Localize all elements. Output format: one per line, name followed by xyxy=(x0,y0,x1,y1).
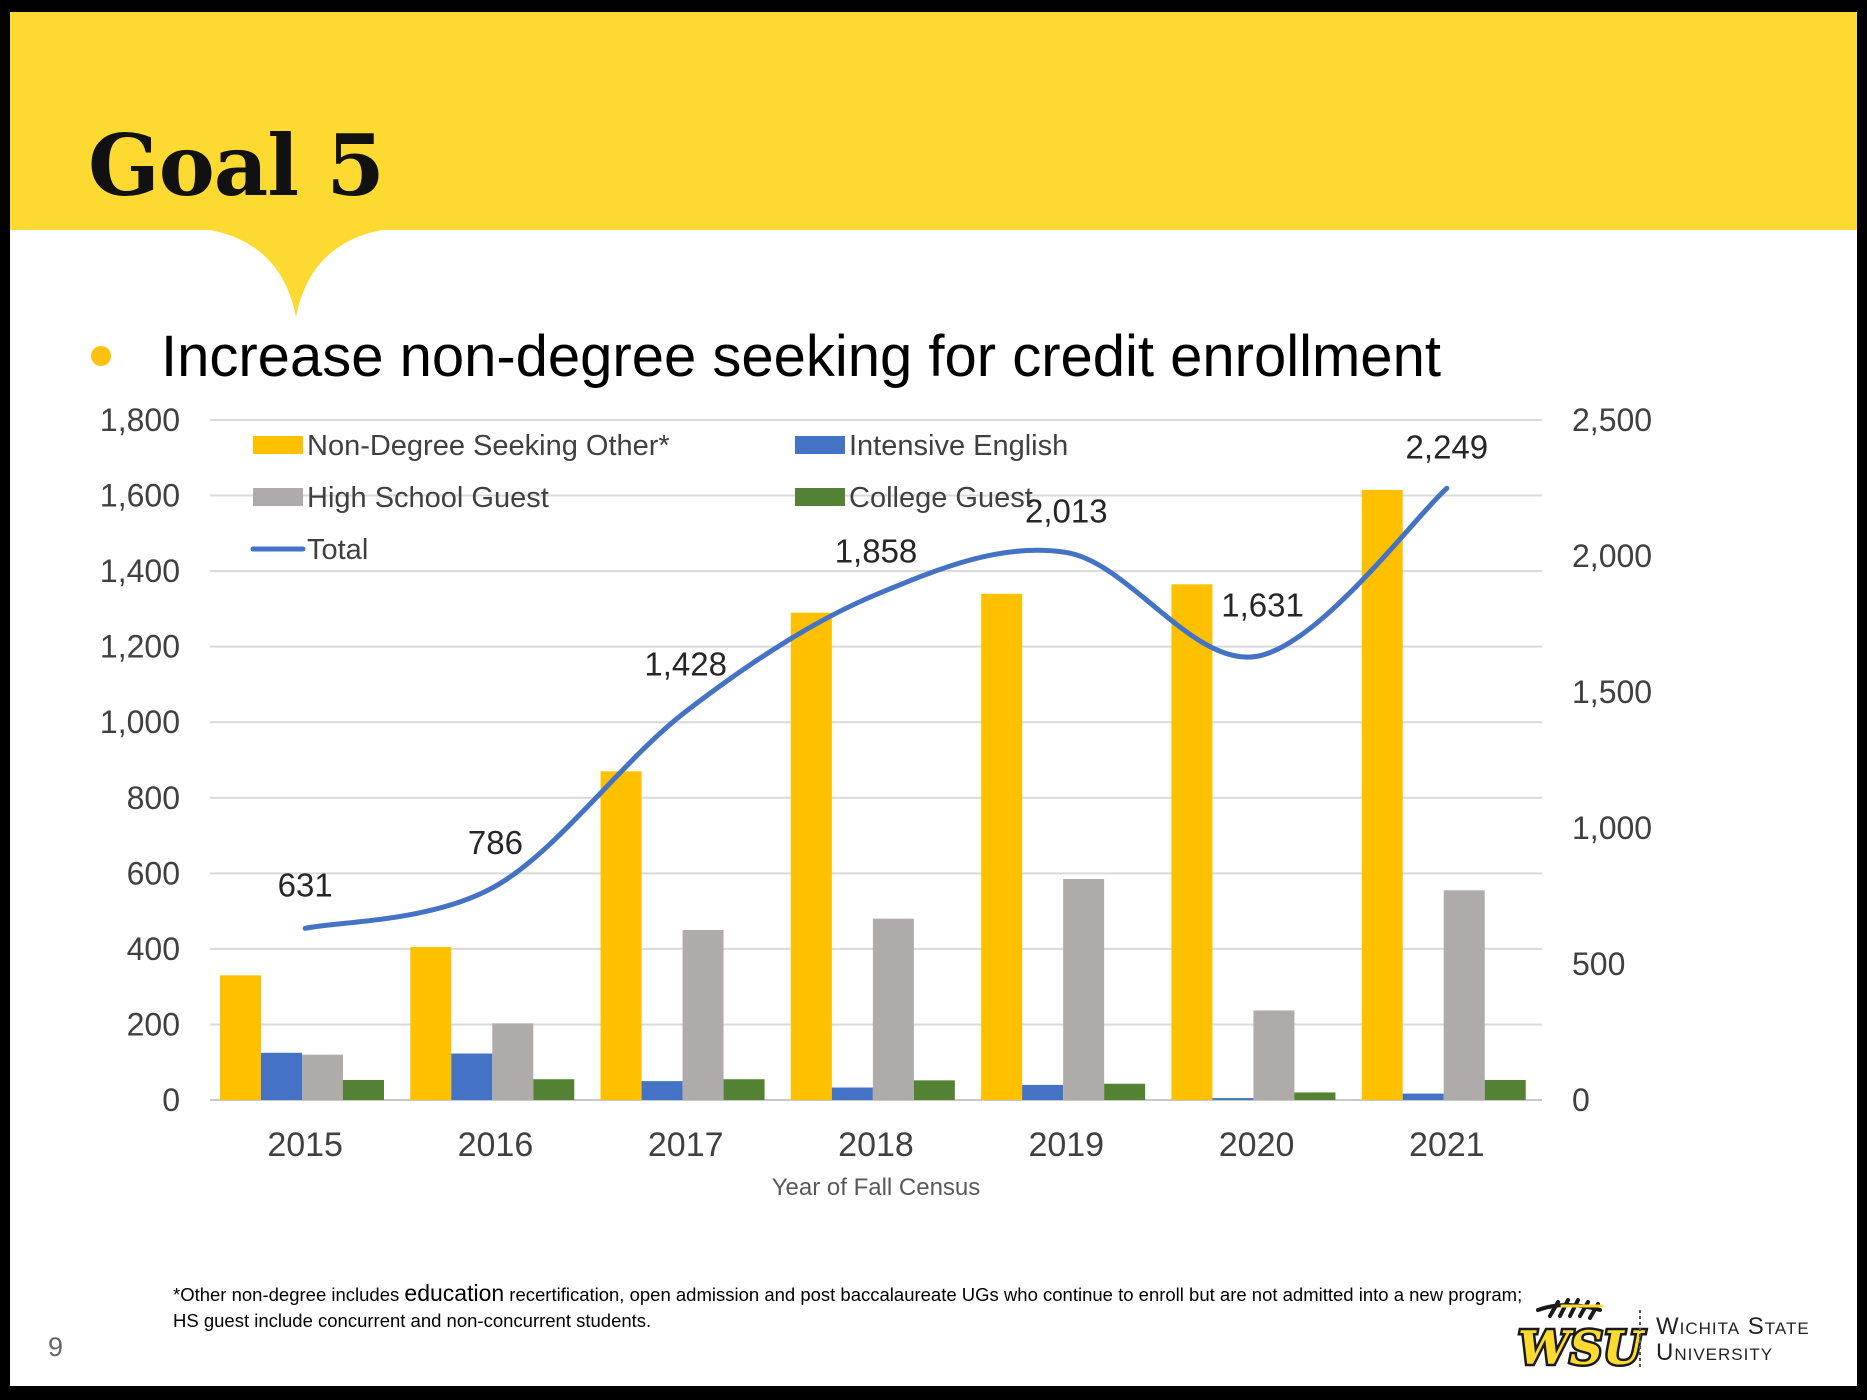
bar-high-school-guest xyxy=(1253,1010,1295,1100)
x-tick-label: 2019 xyxy=(1028,1126,1104,1164)
legend-swatch-college-guest xyxy=(795,488,845,506)
legend-label-high-school-guest: High School Guest xyxy=(307,482,549,514)
legend-swatch-non-degree-seeking-other xyxy=(253,436,303,454)
slide: Goal 5 Increase non-degree seeking for c… xyxy=(10,12,1857,1386)
header-band xyxy=(10,12,1857,230)
y2-tick-label: 1,500 xyxy=(1572,674,1652,710)
total-data-label: 1,428 xyxy=(644,646,727,683)
legend-label-college-guest: College Guest xyxy=(849,482,1033,514)
footnote-text-part1: *Other non-degree includes xyxy=(173,1284,405,1305)
bar-high-school-guest xyxy=(682,930,724,1100)
y2-tick-label: 1,000 xyxy=(1572,810,1652,846)
legend-label-intensive-english: Intensive English xyxy=(849,430,1068,462)
bar-high-school-guest xyxy=(872,918,914,1100)
total-line xyxy=(302,485,1450,931)
legend-label-total: Total xyxy=(307,534,368,566)
bar-intensive-english xyxy=(1402,1093,1444,1100)
bullet-text: Increase non-degree seeking for credit e… xyxy=(161,324,1441,389)
y-tick-label: 400 xyxy=(127,931,180,967)
bar-college-guest xyxy=(913,1080,955,1100)
total-data-label: 1,858 xyxy=(835,533,918,570)
y-tick-label: 600 xyxy=(127,855,180,891)
y2-tick-label: 0 xyxy=(1572,1082,1590,1118)
bar-college-guest xyxy=(1484,1079,1526,1100)
y-tick-label: 1,200 xyxy=(100,629,180,665)
y-tick-label: 1,800 xyxy=(100,402,180,438)
legend-swatch-high-school-guest xyxy=(253,488,303,506)
total-data-label: 2,013 xyxy=(1025,492,1108,529)
y-tick-label: 200 xyxy=(127,1006,180,1042)
header-notch xyxy=(210,230,382,317)
bar-intensive-english xyxy=(831,1087,873,1100)
bar-high-school-guest xyxy=(1063,879,1105,1100)
wheat-icon xyxy=(1536,1298,1604,1320)
logo-text-line1: Wichita State xyxy=(1656,1313,1810,1340)
bar-non-degree-seeking-other xyxy=(1361,489,1403,1100)
y-tick-label: 800 xyxy=(127,780,180,816)
footnote-text-part2: recertification, open admission and post… xyxy=(173,1284,1523,1331)
bar-high-school-guest xyxy=(302,1054,343,1100)
bar-college-guest xyxy=(343,1079,384,1100)
slide-title: Goal 5 xyxy=(88,116,385,215)
bar-college-guest xyxy=(723,1079,765,1100)
bar-non-degree-seeking-other xyxy=(981,593,1023,1100)
logo-monogram: WSU xyxy=(1518,1321,1646,1375)
bar-intensive-english xyxy=(451,1053,493,1100)
x-tick-label: 2017 xyxy=(648,1126,724,1164)
y2-tick-label: 500 xyxy=(1572,946,1625,982)
page-number: 9 xyxy=(48,1332,64,1362)
x-tick-label: 2020 xyxy=(1219,1126,1295,1164)
total-data-label: 786 xyxy=(468,824,523,861)
y-tick-label: 1,400 xyxy=(100,553,180,589)
bar-non-degree-seeking-other xyxy=(1171,584,1213,1100)
bar-high-school-guest xyxy=(492,1023,534,1100)
y-tick-label: 1,000 xyxy=(100,704,180,740)
bar-intensive-english xyxy=(1212,1098,1254,1100)
x-tick-label: 2015 xyxy=(267,1126,343,1164)
y-tick-label: 1,600 xyxy=(100,478,180,514)
bar-non-degree-seeking-other xyxy=(220,975,261,1100)
x-tick-label: 2021 xyxy=(1409,1126,1485,1164)
enrollment-chart: 0 200 400 600 800 1,000 1,200 1,400 1,600 1,800 0 5… xyxy=(100,402,1652,1201)
bar-college-guest xyxy=(533,1079,575,1100)
x-tick-label: 2016 xyxy=(458,1126,534,1164)
total-data-label: 631 xyxy=(278,866,333,903)
bullet-dot xyxy=(91,346,111,366)
y2-tick-label: 2,500 xyxy=(1572,402,1652,438)
bar-intensive-english xyxy=(641,1081,683,1100)
x-axis-title: Year of Fall Census xyxy=(772,1174,981,1201)
footnote-emphasis: education xyxy=(404,1280,505,1306)
wsu-logo: WSU Wichita State University xyxy=(1516,1298,1810,1378)
y2-tick-label: 2,000 xyxy=(1572,538,1652,574)
bar-intensive-english xyxy=(1022,1084,1064,1100)
logo-text-line2: University xyxy=(1656,1339,1773,1366)
legend-label-non-degree-seeking-other: Non-Degree Seeking Other* xyxy=(307,430,670,462)
bar-non-degree-seeking-other xyxy=(600,771,642,1100)
total-data-label: 1,631 xyxy=(1221,586,1304,623)
y-tick-label: 0 xyxy=(162,1082,180,1118)
bar-college-guest xyxy=(1294,1092,1336,1100)
bar-intensive-english xyxy=(261,1052,302,1100)
bar-high-school-guest xyxy=(1443,890,1485,1100)
footnote: *Other non-degree includes education rec… xyxy=(173,1280,1523,1334)
bar-college-guest xyxy=(1104,1083,1146,1100)
x-tick-label: 2018 xyxy=(838,1126,914,1164)
bar-non-degree-seeking-other xyxy=(410,947,452,1100)
legend-swatch-intensive-english xyxy=(795,436,845,454)
total-data-label: 2,249 xyxy=(1406,428,1489,465)
bar-non-degree-seeking-other xyxy=(790,612,832,1100)
